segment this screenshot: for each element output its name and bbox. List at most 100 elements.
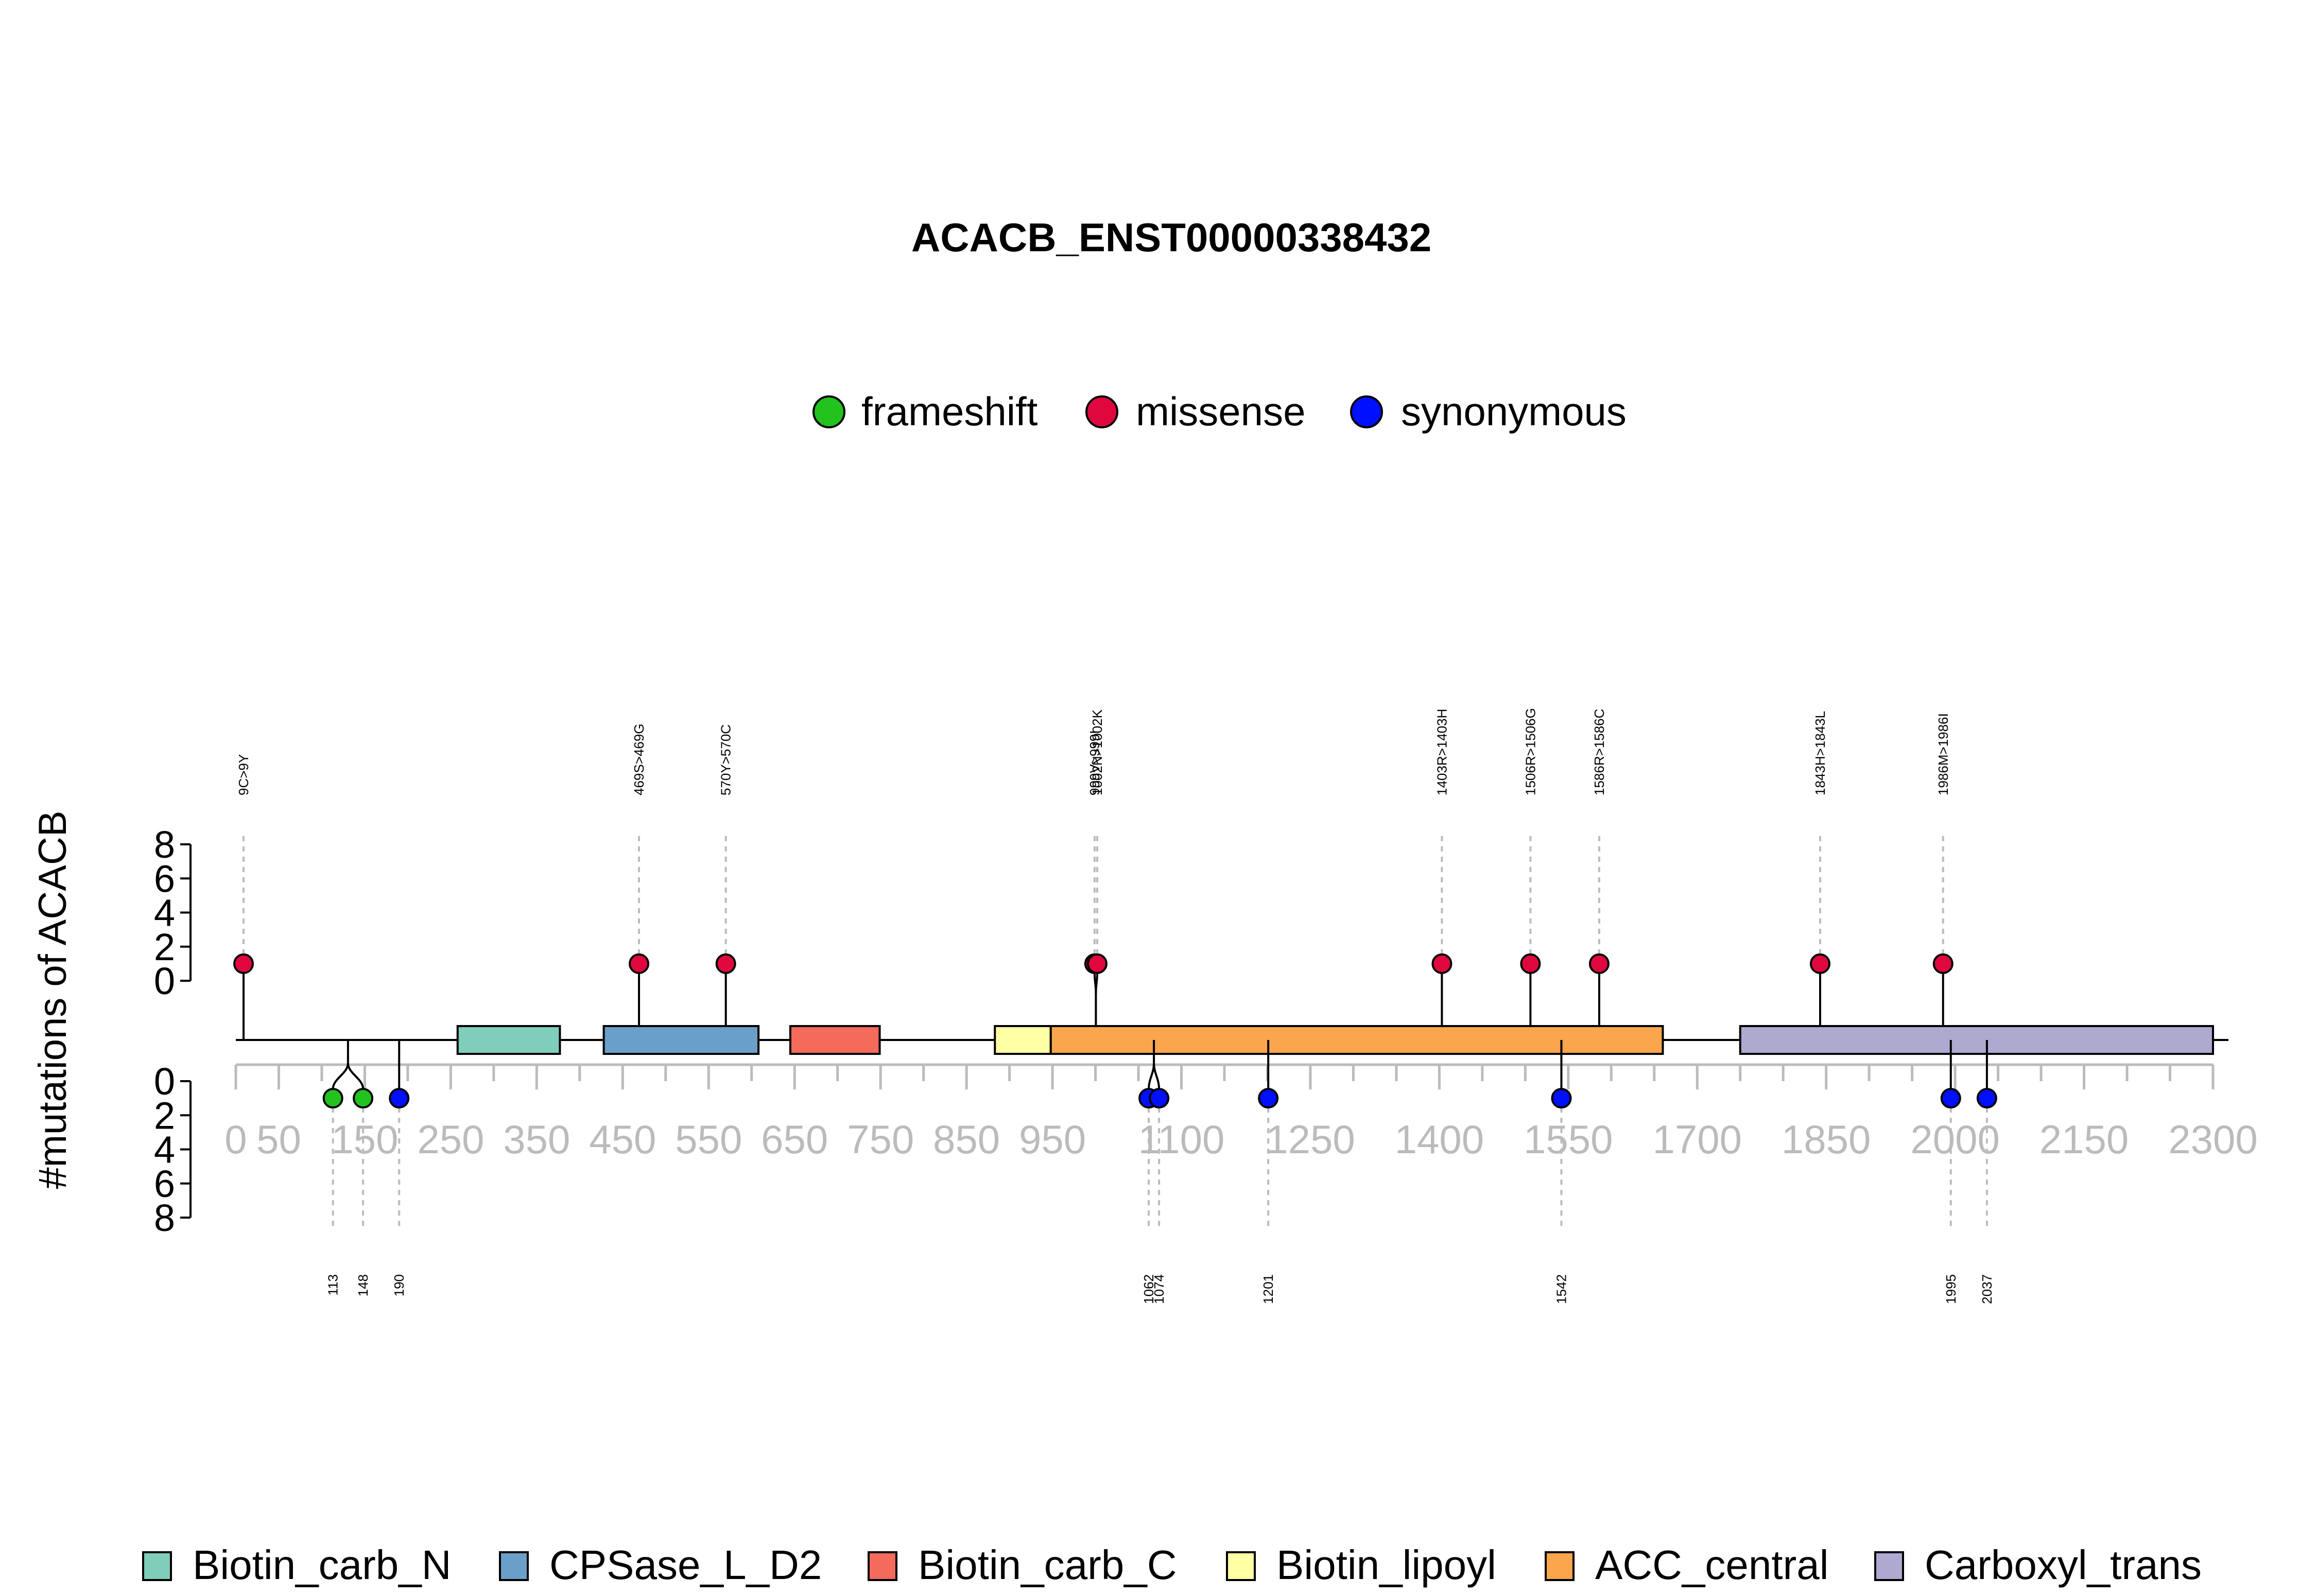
x-axis: 0 50 150 250 350 450 550 650 750 850 950 1100 1250 14…	[224, 1063, 2258, 1162]
x-tick-label: 850	[933, 1117, 1000, 1162]
upper-lollipop-head	[715, 953, 736, 974]
x-tick-label: 50	[256, 1117, 301, 1162]
lower-lollipop-head	[322, 1088, 343, 1109]
legend-label-synonymous: synonymous	[1401, 389, 1627, 434]
upper-lollipop-head	[629, 953, 650, 974]
legend-label-frameshift: frameshift	[861, 389, 1038, 434]
legend-dot-missense	[1085, 395, 1118, 428]
upper-y-tick-label: 4	[154, 892, 175, 934]
lower-y-tick-label: 8	[154, 1196, 175, 1239]
domain-legend-label: Biotin_lipoyl	[1276, 1542, 1496, 1588]
upper-lollipop-head	[1810, 953, 1831, 974]
lower-y-tick-label: 0	[154, 1060, 175, 1103]
x-tick-label: 450	[589, 1117, 656, 1162]
lower-lollipop-head	[389, 1088, 410, 1109]
x-tick-label: 0	[224, 1117, 247, 1162]
mutation-label: 1542	[1553, 1274, 1569, 1304]
mutation-type-legend: frameshift missense synonymous	[812, 389, 1627, 434]
mutation-label: 1201	[1260, 1274, 1276, 1304]
x-tick-label: 750	[847, 1117, 914, 1162]
x-tick-label: 1250	[1266, 1117, 1355, 1162]
domain-legend-label: CPSase_L_D2	[549, 1542, 822, 1588]
lower-lollipop-head	[1258, 1088, 1279, 1109]
domain-legend-label: Carboxyl_trans	[1925, 1542, 2202, 1588]
x-tick-label: 1850	[1782, 1117, 1871, 1162]
domain-legend-label: ACC_central	[1595, 1542, 1829, 1588]
domain-legend: Biotin_carb_N CPSase_L_D2 Biotin_carb_C Bio…	[142, 1542, 2202, 1588]
x-tick-label: 1400	[1395, 1117, 1484, 1162]
x-tick-label: 1550	[1524, 1117, 1613, 1162]
domain-legend-swatch	[868, 1551, 897, 1581]
domain-Carboxyl_trans	[1739, 1025, 2214, 1055]
upper-lollipop-head	[1588, 953, 1610, 974]
domain-legend-swatch	[142, 1551, 172, 1581]
lower-y-tick-label: 4	[154, 1129, 175, 1171]
lower-lollipop-head	[1149, 1088, 1170, 1109]
mutation-label: 1586R>1586C	[1592, 709, 1607, 795]
upper-lollipop-head	[1431, 953, 1453, 974]
mutation-label: 2037	[1979, 1274, 1995, 1304]
lower-y-tick-label: 6	[154, 1163, 175, 1205]
domain-Biotin_carb_C	[789, 1025, 881, 1055]
legend-label-missense: missense	[1136, 389, 1305, 434]
stem-branch	[1095, 973, 1098, 994]
lower-lollipop-head	[1976, 1088, 1997, 1109]
mutation-label: 1002N>1002K	[1090, 709, 1105, 795]
lower-y-tick-label: 2	[154, 1094, 175, 1137]
x-tick-label: 2000	[1910, 1117, 2000, 1162]
lower-lollipop-head	[1940, 1088, 1961, 1109]
x-tick-label: 2300	[2168, 1117, 2258, 1162]
mutation-label: 469S>469G	[631, 723, 647, 795]
lower-lollipop-head	[353, 1088, 374, 1109]
mutation-label: 190	[391, 1274, 407, 1296]
upper-y-tick-label: 6	[154, 857, 175, 900]
x-tick-label: 1700	[1652, 1117, 1742, 1162]
upper-lollipop-head	[233, 953, 254, 974]
domain-legend-swatch	[1545, 1551, 1575, 1581]
domain-ACC_central	[1049, 1025, 1664, 1055]
upper-lollipop-head	[1086, 953, 1108, 974]
mutation-label: 1403R>1403H	[1434, 709, 1449, 795]
domain-legend-label: Biotin_carb_N	[193, 1542, 452, 1588]
upper-y-tick-label: 0	[154, 960, 175, 1002]
mutation-label: 1506R>1506G	[1523, 708, 1538, 795]
mutation-label: 1843H>1843L	[1812, 711, 1828, 795]
legend-dot-frameshift	[812, 395, 845, 428]
domain-legend-swatch	[499, 1551, 529, 1581]
x-tick-label: 950	[1019, 1117, 1086, 1162]
x-tick-label: 550	[675, 1117, 742, 1162]
y-axis-label: #mutations of ACACB	[31, 810, 75, 1189]
domain-legend-swatch	[1226, 1551, 1256, 1581]
x-tick-label: 250	[417, 1117, 484, 1162]
mutation-label: 570Y>570C	[718, 724, 734, 795]
domain-legend-swatch	[1874, 1551, 1904, 1581]
mutation-label: 999V>999I	[1087, 730, 1102, 795]
stem-branch	[347, 1063, 365, 1089]
upper-y-tick-label: 2	[154, 926, 175, 968]
x-tick-label: 350	[503, 1117, 570, 1162]
chart-title: ACACB_ENST00000338432	[911, 215, 1431, 260]
legend-dot-synonymous	[1350, 395, 1383, 428]
stem-branch	[332, 1063, 349, 1089]
mutation-label: 1986M>1986I	[1935, 713, 1951, 795]
mutation-label: 148	[355, 1274, 371, 1296]
domain-Biotin_lipoyl	[994, 1025, 1052, 1055]
protein-domains	[456, 1025, 2214, 1055]
upper-y-tick-label: 8	[154, 823, 175, 866]
domain-CPSase_L_D2	[602, 1025, 760, 1055]
upper-lollipop-head	[1932, 953, 1953, 974]
mutation-label: 1995	[1943, 1274, 1959, 1304]
upper-lollipop-head	[1520, 953, 1541, 974]
mutation-label: 113	[325, 1274, 341, 1295]
mutation-label: 9C>9Y	[236, 754, 251, 795]
upper-lollipops: 9C>9Y 469S>469G 570Y>570C 999V>999I1002N>10…	[233, 708, 1953, 1040]
x-tick-label: 1100	[1138, 1117, 1225, 1162]
x-tick-label: 2150	[2039, 1117, 2129, 1162]
mutation-label: 1074	[1151, 1274, 1167, 1304]
x-tick-label: 150	[331, 1117, 398, 1162]
x-tick-label: 650	[761, 1117, 828, 1162]
domain-legend-label: Biotin_carb_C	[918, 1542, 1177, 1588]
